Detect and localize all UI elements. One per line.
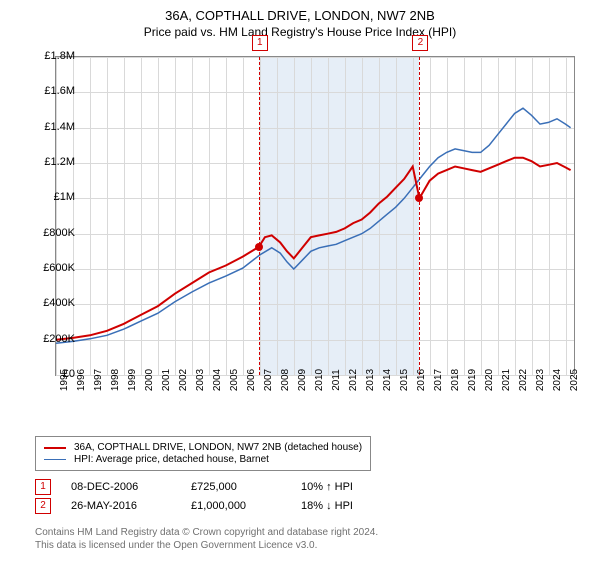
x-tick-label: 2021 <box>501 369 512 391</box>
sales-price: £725,000 <box>191 481 281 493</box>
legend-row: 36A, COPTHALL DRIVE, LONDON, NW7 2NB (de… <box>44 442 362 453</box>
series-hpi <box>56 108 571 343</box>
x-tick-label: 2024 <box>552 369 563 391</box>
x-tick-label: 2006 <box>246 369 257 391</box>
marker-line <box>259 57 261 375</box>
x-tick-label: 2002 <box>178 369 189 391</box>
sales-marker-box: 2 <box>35 498 51 514</box>
x-tick-label: 2010 <box>314 369 325 391</box>
sales-marker-box: 1 <box>35 479 51 495</box>
footer-line1: Contains HM Land Registry data © Crown c… <box>35 526 378 539</box>
sales-table: 1 08-DEC-2006 £725,000 10% ↑ HPI 2 26-MAY-201… <box>35 476 391 517</box>
legend-swatch <box>44 459 66 461</box>
footer-line2: This data is licensed under the Open Gov… <box>35 539 378 552</box>
line-layer <box>56 57 574 375</box>
y-tick-label: £400K <box>25 297 75 309</box>
x-tick-label: 2016 <box>416 369 427 391</box>
y-tick-label: £1.8M <box>25 50 75 62</box>
x-tick-label: 2019 <box>467 369 478 391</box>
sales-date: 08-DEC-2006 <box>71 481 171 493</box>
x-tick-label: 2025 <box>569 369 580 391</box>
x-tick-label: 1998 <box>110 369 121 391</box>
x-tick-label: 2011 <box>331 369 342 391</box>
x-tick-label: 2000 <box>144 369 155 391</box>
chart-title: 36A, COPTHALL DRIVE, LONDON, NW7 2NB <box>0 8 600 23</box>
x-tick-label: 2007 <box>263 369 274 391</box>
y-tick-label: £1M <box>25 191 75 203</box>
x-tick-label: 2003 <box>195 369 206 391</box>
sales-date: 26-MAY-2016 <box>71 500 171 512</box>
chart-subtitle: Price paid vs. HM Land Registry's House … <box>0 25 600 39</box>
plot-area: 12 <box>55 56 575 376</box>
x-tick-label: 2023 <box>535 369 546 391</box>
marker-box: 2 <box>412 35 428 51</box>
chart-container: 36A, COPTHALL DRIVE, LONDON, NW7 2NB Pri… <box>0 8 600 568</box>
x-tick-label: 2012 <box>348 369 359 391</box>
legend-swatch <box>44 447 66 449</box>
x-tick-label: 2013 <box>365 369 376 391</box>
legend-row: HPI: Average price, detached house, Barn… <box>44 454 362 465</box>
marker-dot <box>415 194 423 202</box>
x-tick-label: 2004 <box>212 369 223 391</box>
legend-label: 36A, COPTHALL DRIVE, LONDON, NW7 2NB (de… <box>74 442 362 453</box>
y-tick-label: £200K <box>25 333 75 345</box>
marker-box: 1 <box>252 35 268 51</box>
x-tick-label: 1999 <box>127 369 138 391</box>
x-tick-label: 2008 <box>280 369 291 391</box>
x-tick-label: 2015 <box>399 369 410 391</box>
x-tick-label: 2018 <box>450 369 461 391</box>
x-tick-label: 1997 <box>93 369 104 391</box>
x-tick-label: 2014 <box>382 369 393 391</box>
x-tick-label: 2022 <box>518 369 529 391</box>
series-property <box>56 158 571 340</box>
legend-label: HPI: Average price, detached house, Barn… <box>74 454 269 465</box>
sales-price: £1,000,000 <box>191 500 281 512</box>
sales-row: 1 08-DEC-2006 £725,000 10% ↑ HPI <box>35 479 391 495</box>
x-tick-label: 2001 <box>161 369 172 391</box>
y-tick-label: £1.4M <box>25 121 75 133</box>
sales-hpi: 10% ↑ HPI <box>301 481 391 493</box>
sales-hpi: 18% ↓ HPI <box>301 500 391 512</box>
x-tick-label: 2009 <box>297 369 308 391</box>
marker-line <box>419 57 421 375</box>
footer-text: Contains HM Land Registry data © Crown c… <box>35 526 378 552</box>
y-tick-label: £1.2M <box>25 156 75 168</box>
x-tick-label: 1996 <box>76 369 87 391</box>
x-tick-label: 2005 <box>229 369 240 391</box>
x-tick-label: 2017 <box>433 369 444 391</box>
y-tick-label: £800K <box>25 227 75 239</box>
sales-row: 2 26-MAY-2016 £1,000,000 18% ↓ HPI <box>35 498 391 514</box>
x-tick-label: 2020 <box>484 369 495 391</box>
legend: 36A, COPTHALL DRIVE, LONDON, NW7 2NB (de… <box>35 436 371 471</box>
x-tick-label: 1995 <box>59 369 70 391</box>
marker-dot <box>255 243 263 251</box>
y-tick-label: £600K <box>25 262 75 274</box>
y-tick-label: £1.6M <box>25 85 75 97</box>
